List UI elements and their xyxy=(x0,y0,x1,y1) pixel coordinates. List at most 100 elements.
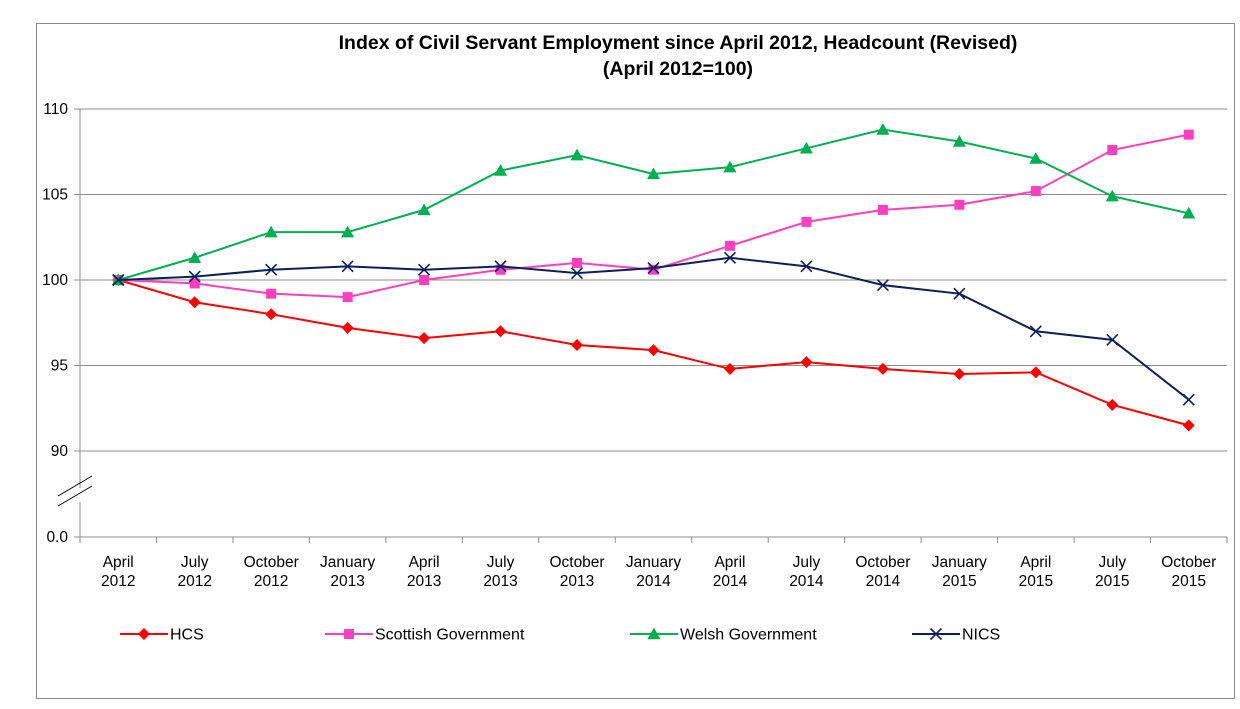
data-point-welsh-government xyxy=(188,251,202,263)
legend-marker xyxy=(647,627,661,640)
data-point-scottish-government xyxy=(419,275,430,285)
data-point-welsh-government xyxy=(799,141,813,154)
data-point-hcs xyxy=(341,321,354,334)
data-point-nics xyxy=(876,279,889,292)
data-point-scottish-government xyxy=(648,264,659,275)
series-welsh-government xyxy=(111,123,1196,286)
x-tick-label: October 2015 xyxy=(1161,554,1216,590)
x-tick-label: January 2015 xyxy=(932,554,987,590)
x-marker-stroke xyxy=(418,263,431,276)
x-marker-stroke xyxy=(341,260,354,273)
x-marker-stroke xyxy=(112,273,125,287)
data-point-welsh-government xyxy=(341,225,355,238)
data-point-scottish-government xyxy=(189,278,200,289)
data-point-nics xyxy=(188,270,201,283)
x-marker-stroke xyxy=(647,261,660,275)
x-marker-stroke xyxy=(876,279,889,292)
data-point-hcs xyxy=(876,362,889,375)
data-point-hcs xyxy=(723,362,736,375)
data-point-welsh-government xyxy=(264,225,278,238)
data-point-hcs xyxy=(1182,419,1195,432)
legend-marker xyxy=(929,627,943,641)
legend-label: NICS xyxy=(962,627,1000,644)
data-point-hcs xyxy=(1106,398,1119,411)
data-point-scottish-government xyxy=(1107,145,1118,156)
data-point-nics xyxy=(953,287,966,300)
axis-break-gap xyxy=(76,488,84,502)
axes: 110 105 100 95 90 0.0 April 2012 July 2012 October… xyxy=(42,101,1228,590)
data-point-welsh-government xyxy=(570,148,584,161)
data-point-welsh-government xyxy=(1029,152,1043,164)
data-point-scottish-government xyxy=(801,216,812,227)
data-point-welsh-government xyxy=(647,167,660,180)
x-tick-label: April 2014 xyxy=(713,554,748,590)
legend-item-welsh-government: Welsh Government xyxy=(630,627,817,644)
y-tick-label: 0.0 xyxy=(46,529,68,546)
data-point-hcs xyxy=(953,368,966,381)
data-point-scottish-government xyxy=(266,288,277,299)
x-tick-label: April 2015 xyxy=(1019,554,1053,590)
y-tick-label: 105 xyxy=(42,187,68,204)
data-point-scottish-government xyxy=(1030,186,1041,197)
data-point-nics xyxy=(112,273,125,287)
x-tick-label: July 2014 xyxy=(789,554,824,590)
x-marker-stroke xyxy=(1029,325,1042,338)
legend-item-hcs: HCS xyxy=(120,627,204,644)
x-tick-label: April 2012 xyxy=(101,554,135,590)
y-tick-label: 100 xyxy=(42,272,68,289)
legend-label: Scottish Government xyxy=(375,627,525,644)
legend-marker xyxy=(138,628,150,640)
legend-item-nics: NICS xyxy=(912,627,1000,644)
x-tick-label: January 2013 xyxy=(320,554,375,590)
data-point-nics xyxy=(1029,325,1042,338)
x-marker-stroke xyxy=(494,260,507,273)
data-point-welsh-government xyxy=(876,123,890,135)
data-point-nics xyxy=(1106,333,1119,346)
data-point-scottish-government xyxy=(1183,129,1194,140)
data-point-welsh-government xyxy=(952,134,966,147)
series-hcs xyxy=(112,274,1195,432)
data-point-scottish-government xyxy=(342,292,353,303)
y-tick-label: 110 xyxy=(43,101,68,118)
x-marker-stroke xyxy=(953,287,966,300)
data-point-nics xyxy=(723,251,737,264)
data-point-nics xyxy=(494,260,507,273)
chart-border xyxy=(36,23,1235,699)
x-marker-stroke xyxy=(188,270,201,283)
axis-break-mark xyxy=(57,485,93,507)
data-point-hcs xyxy=(418,332,431,345)
x-marker-stroke xyxy=(723,251,737,264)
data-point-nics xyxy=(341,260,354,273)
x-marker-stroke xyxy=(800,260,813,273)
data-point-hcs xyxy=(800,356,813,369)
series-nics xyxy=(112,251,1195,406)
legend-item-scottish-government: Scottish Government xyxy=(325,627,525,644)
data-point-welsh-government xyxy=(723,160,737,173)
data-point-scottish-government xyxy=(954,199,965,210)
data-point-hcs xyxy=(494,325,507,338)
data-point-nics xyxy=(1182,393,1195,406)
legend-marker xyxy=(344,629,354,639)
x-tick-label: July 2012 xyxy=(177,554,211,590)
legend-label: HCS xyxy=(170,627,204,644)
data-point-nics xyxy=(800,260,813,273)
x-tick-label: October 2013 xyxy=(549,554,604,590)
data-point-hcs xyxy=(1029,366,1042,379)
data-point-nics xyxy=(570,267,584,280)
data-point-welsh-government xyxy=(494,164,508,176)
x-tick-label: October 2014 xyxy=(855,554,910,590)
y-tick-label: 90 xyxy=(51,443,69,460)
data-point-nics xyxy=(265,263,278,276)
legend: HCS Scottish Government Welsh Government NI… xyxy=(120,627,1000,644)
x-marker-stroke xyxy=(929,627,943,641)
x-tick-label: October 2012 xyxy=(244,554,299,590)
data-point-scottish-government xyxy=(495,264,506,275)
series-layer xyxy=(111,123,1196,432)
x-tick-label: July 2013 xyxy=(483,554,517,590)
data-point-welsh-government xyxy=(1182,206,1196,219)
legend-label: Welsh Government xyxy=(680,627,817,644)
x-tick-label: January 2014 xyxy=(626,554,681,590)
data-point-welsh-government xyxy=(417,203,431,216)
x-marker-stroke xyxy=(265,263,278,276)
